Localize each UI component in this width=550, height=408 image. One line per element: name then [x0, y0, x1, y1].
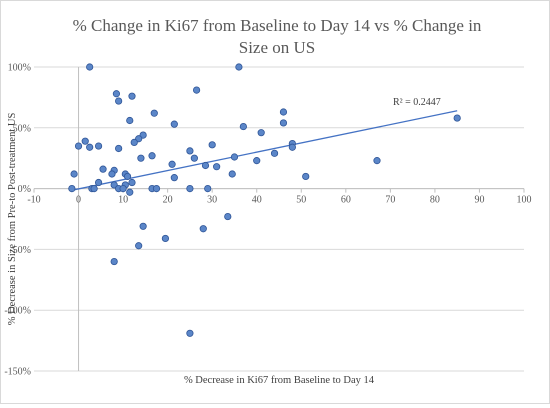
scatter-point	[186, 147, 194, 155]
scatter-point	[270, 149, 279, 157]
y-tick-label: -100%	[4, 306, 31, 317]
scatter-point	[128, 178, 136, 187]
x-tick-label: 70	[385, 195, 395, 206]
x-tick-label: 80	[430, 195, 440, 206]
data-points	[68, 63, 461, 337]
y-tick-label: 50%	[13, 123, 31, 134]
scatter-point	[152, 185, 161, 193]
scatter-point	[115, 97, 123, 105]
trendline	[73, 110, 458, 191]
y-tick-label: 0%	[18, 184, 31, 195]
scatter-point	[224, 212, 232, 221]
y-tick-label: -50%	[9, 245, 31, 256]
scatter-point	[186, 185, 194, 193]
scatter-point	[204, 185, 212, 193]
chart-title-line2: Size on US	[239, 38, 316, 57]
scatter-point	[90, 185, 98, 193]
scatter-point	[302, 172, 310, 181]
scatter-point	[115, 144, 123, 153]
scatter-point	[192, 86, 201, 94]
scatter-point	[230, 153, 239, 161]
x-tick-label: -10	[27, 195, 40, 206]
scatter-point	[201, 161, 210, 170]
scatter-point	[279, 108, 288, 116]
scatter-point	[186, 329, 194, 337]
scatter-point	[257, 129, 265, 137]
scatter-point	[288, 143, 296, 151]
scatter-point	[168, 160, 176, 168]
scatter-point	[70, 170, 78, 178]
x-tick-label: 30	[207, 195, 217, 206]
scatter-point	[190, 154, 198, 162]
y-axis-title: % Decrease in Size from Pre-to Post-trea…	[7, 113, 18, 326]
r-squared-label: R² = 0.2447	[393, 97, 441, 108]
scatter-point	[130, 138, 138, 146]
scatter-point	[86, 143, 94, 151]
scatter-point	[74, 142, 83, 150]
scatter-point	[150, 109, 158, 117]
scatter-point	[110, 257, 118, 266]
scatter-point	[453, 114, 461, 122]
scatter-point	[161, 234, 170, 243]
scatter-point	[123, 172, 132, 181]
scatter-point	[148, 152, 156, 160]
chart-title-line1: % Change in Ki67 from Baseline to Day 14…	[73, 16, 482, 35]
x-tick-label: 40	[252, 195, 262, 206]
scatter-point	[235, 63, 243, 71]
x-tick-label: 90	[474, 195, 484, 206]
scatter-point	[108, 170, 116, 178]
x-tick-label: 0	[76, 195, 81, 206]
y-tick-label: 100%	[8, 63, 31, 74]
scatter-point	[170, 120, 178, 128]
scatter-point	[253, 157, 261, 165]
scatter-point	[213, 163, 221, 171]
scatter-point	[170, 174, 178, 182]
scatter-point	[208, 141, 216, 149]
scatter-point	[239, 122, 247, 131]
scatter-point	[135, 242, 143, 250]
scatter-point	[128, 92, 136, 100]
scatter-point	[119, 185, 127, 193]
x-tick-label: 50	[296, 195, 306, 206]
scatter-point	[112, 90, 121, 98]
scatter-point	[126, 188, 134, 196]
x-tick-labels: -10 0 10 20 30 40 50 60 70 80 90 100	[27, 195, 531, 206]
scatter-point	[94, 142, 103, 150]
scatter-point	[373, 157, 381, 165]
scatter-point	[139, 222, 147, 230]
scatter-point	[99, 165, 107, 173]
scatter-point	[68, 185, 76, 193]
scatter-point	[279, 119, 288, 127]
scatter-point	[86, 63, 94, 71]
scatter-point	[137, 154, 145, 162]
y-tick-labels: 100% 50% 0% -50% -100% -150%	[4, 63, 31, 378]
trendline-group	[73, 110, 458, 191]
scatter-point	[94, 178, 103, 187]
x-tick-label: 60	[341, 195, 351, 206]
x-tick-label: 10	[118, 195, 128, 206]
scatter-point	[228, 170, 236, 178]
scatter-point	[199, 225, 207, 233]
x-tick-label: 100	[517, 195, 532, 206]
y-tick-label: -150%	[4, 367, 31, 378]
x-tick-label: 20	[163, 195, 173, 206]
scatter-point	[81, 137, 89, 145]
x-axis-title: % Decrease in Ki67 from Baseline to Day …	[184, 375, 375, 386]
scatter-point	[126, 116, 134, 125]
